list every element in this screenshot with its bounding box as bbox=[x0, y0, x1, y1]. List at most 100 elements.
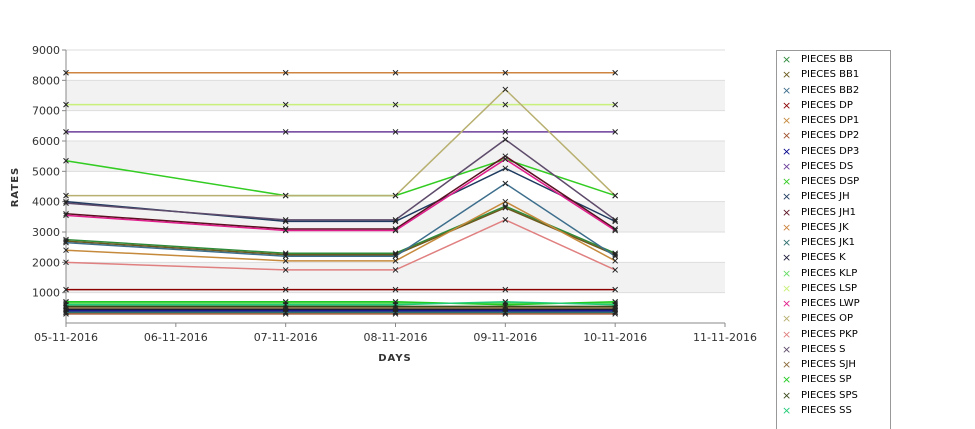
series-pieces-ss bbox=[63, 298, 619, 308]
data-point-marker bbox=[502, 86, 509, 93]
data-point-marker bbox=[392, 129, 399, 135]
data-point-marker bbox=[612, 227, 619, 234]
data-point-marker bbox=[392, 253, 399, 260]
y-tick-label: 6000 bbox=[32, 135, 60, 148]
legend-item: × PIECES SS bbox=[777, 404, 892, 418]
plot-band bbox=[66, 50, 725, 81]
gridlines bbox=[66, 49, 725, 294]
x-tick-label: 05-11-2016 bbox=[34, 331, 98, 344]
data-point-marker bbox=[392, 217, 399, 223]
data-point-marker bbox=[612, 101, 619, 108]
data-point-marker bbox=[282, 101, 289, 108]
data-point-marker bbox=[502, 165, 509, 172]
data-point-marker bbox=[612, 69, 619, 76]
series-pieces-s bbox=[63, 136, 619, 223]
data-point-marker bbox=[63, 286, 69, 293]
series-pieces-pkp bbox=[63, 217, 619, 273]
y-tick-label: 5000 bbox=[32, 165, 60, 178]
legend-item: × PIECES K bbox=[777, 251, 892, 265]
plot-band bbox=[66, 110, 725, 141]
data-point-marker bbox=[63, 192, 69, 199]
data-point-marker bbox=[502, 286, 509, 293]
x-axis-ticks: 05-11-2016 06-11-2016 07-11-2016 08-11-2016… bbox=[34, 323, 757, 344]
data-point-marker bbox=[612, 286, 619, 293]
data-point-marker bbox=[392, 301, 399, 308]
legend-label: PIECES DP3 bbox=[801, 145, 860, 157]
legend-marker-icon: × bbox=[782, 281, 792, 295]
data-point-marker bbox=[63, 259, 69, 266]
data-point-marker bbox=[502, 69, 509, 76]
legend-marker-icon: × bbox=[782, 144, 792, 158]
legend-marker-icon: × bbox=[782, 190, 792, 204]
data-point-marker bbox=[502, 136, 509, 143]
data-point-marker bbox=[392, 192, 399, 199]
data-point-marker bbox=[63, 200, 69, 207]
data-point-marker bbox=[612, 226, 619, 232]
data-point-marker bbox=[282, 129, 289, 135]
series-pieces-dp bbox=[63, 286, 619, 293]
legend-label: PIECES SS bbox=[801, 404, 852, 416]
legend-item: × PIECES DP2 bbox=[777, 129, 892, 143]
legend-item: × PIECES JK bbox=[777, 221, 892, 235]
legend: × PIECES BB × PIECES BB1 × PIECES BB2 × PIECES … bbox=[776, 50, 891, 429]
x-tick-label: 08-11-2016 bbox=[364, 331, 428, 344]
x-tick-label: 10-11-2016 bbox=[583, 331, 647, 344]
plot-background-bands bbox=[66, 50, 725, 323]
legend-label: PIECES S bbox=[801, 343, 846, 355]
legend-item: × PIECES DP3 bbox=[777, 145, 892, 159]
data-point-marker bbox=[63, 157, 69, 164]
data-point-marker bbox=[63, 212, 69, 219]
plot-band bbox=[66, 262, 725, 293]
x-tick-label: 06-11-2016 bbox=[144, 331, 208, 344]
legend-label: PIECES DP1 bbox=[801, 115, 860, 126]
legend-label: PIECES K bbox=[801, 252, 846, 264]
legend-label: PIECES JH1 bbox=[801, 206, 856, 218]
x-tick-label: 07-11-2016 bbox=[254, 331, 318, 344]
y-axis-ticks: 1000 2000 3000 4000 5000 6000 7000 8000 9000 bbox=[32, 44, 66, 300]
data-point-marker bbox=[282, 192, 289, 199]
legend-marker-icon: × bbox=[782, 129, 792, 143]
legend-item: × PIECES LSP bbox=[777, 282, 892, 296]
legend-label: PIECES SP bbox=[801, 374, 852, 386]
data-point-marker bbox=[612, 192, 619, 199]
legend-item: × PIECES S bbox=[777, 343, 892, 357]
legend-label: PIECES OP bbox=[801, 313, 854, 325]
data-point-marker bbox=[282, 267, 289, 273]
data-point-marker bbox=[392, 227, 399, 234]
data-point-marker bbox=[502, 101, 509, 108]
legend-marker-icon: × bbox=[782, 53, 792, 66]
legend-label: PIECES DP2 bbox=[801, 130, 860, 142]
x-tick-label: 11-11-2016 bbox=[693, 331, 757, 344]
legend-label: PIECES LWP bbox=[801, 298, 860, 309]
legend-item: × PIECES SPS bbox=[777, 389, 892, 403]
legend-marker-icon: × bbox=[782, 312, 792, 326]
data-point-marker bbox=[392, 267, 399, 273]
data-point-marker bbox=[612, 217, 619, 223]
data-point-marker bbox=[282, 286, 289, 293]
series-lines bbox=[63, 69, 619, 317]
legend-marker-icon: × bbox=[782, 342, 792, 356]
legend-item: × PIECES OP bbox=[777, 312, 892, 326]
legend-marker-icon: × bbox=[782, 327, 792, 341]
legend-marker-icon: × bbox=[782, 205, 792, 219]
y-tick-label: 9000 bbox=[32, 44, 60, 57]
legend-item: × PIECES SP bbox=[777, 373, 892, 387]
data-point-marker bbox=[502, 180, 509, 187]
legend-item: × PIECES JH bbox=[777, 190, 892, 204]
plot-band bbox=[66, 141, 725, 172]
data-point-marker bbox=[392, 69, 399, 76]
legend-marker-icon: × bbox=[782, 358, 792, 371]
data-point-marker bbox=[612, 257, 619, 264]
data-point-marker bbox=[612, 129, 619, 135]
data-point-marker bbox=[63, 129, 69, 135]
data-point-marker bbox=[502, 298, 509, 305]
legend-marker-icon: × bbox=[782, 83, 792, 97]
data-point-marker bbox=[612, 301, 619, 308]
data-point-marker bbox=[502, 217, 509, 223]
data-point-marker bbox=[63, 301, 69, 308]
legend-item: × PIECES LWP bbox=[777, 297, 892, 311]
legend-item: × PIECES DP bbox=[777, 99, 892, 113]
legend-marker-icon: × bbox=[782, 388, 792, 402]
legend-marker-icon: × bbox=[782, 98, 792, 112]
